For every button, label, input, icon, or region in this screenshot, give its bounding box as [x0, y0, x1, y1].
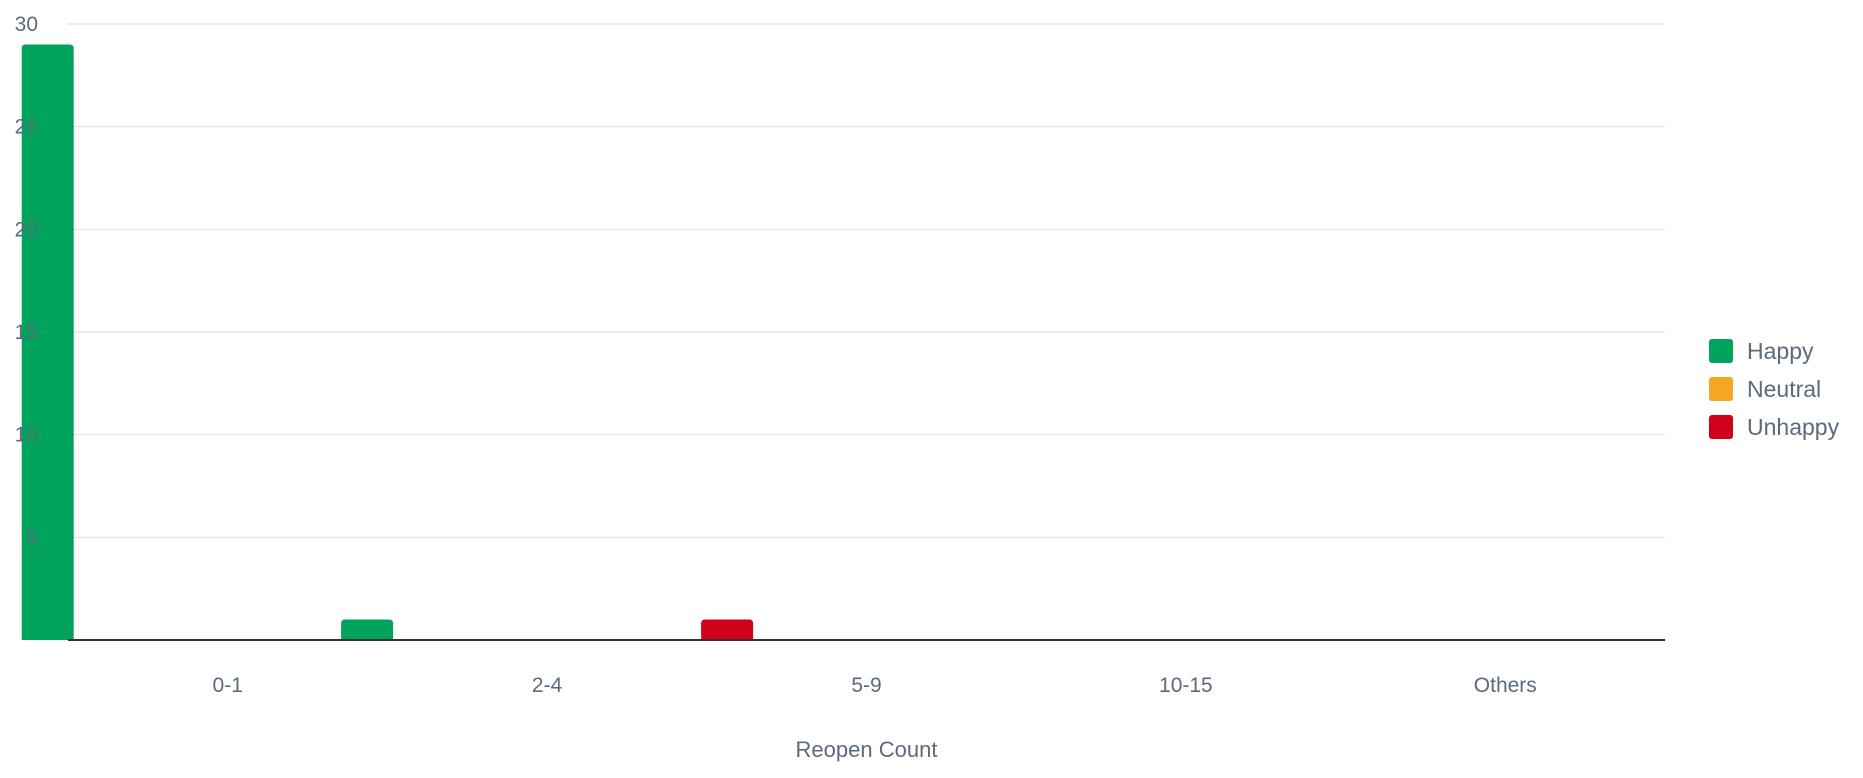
x-axis-ticks: 0-1 2-4 5-9 10-15 Others — [213, 674, 1537, 697]
bar-happy-0-1[interactable] — [21, 44, 74, 641]
legend-label: Unhappy — [1747, 414, 1840, 440]
y-tick-label: 30 — [15, 13, 38, 36]
x-tick-label: 10-15 — [1159, 674, 1213, 697]
bar-unhappy-2-4[interactable] — [701, 619, 754, 640]
legend-label: Neutral — [1747, 376, 1821, 402]
legend-label: Happy — [1747, 338, 1814, 364]
x-tick-label: Others — [1474, 674, 1537, 697]
grid-lines — [68, 23, 1665, 539]
legend-item-unhappy[interactable]: Unhappy — [1709, 414, 1840, 440]
legend-item-happy[interactable]: Happy — [1709, 338, 1814, 364]
x-tick-label: 5-9 — [851, 674, 881, 697]
legend-swatch — [1709, 377, 1733, 401]
legend-item-neutral[interactable]: Neutral — [1709, 376, 1821, 402]
y-tick-label: 20 — [15, 218, 38, 241]
y-tick-label: 15 — [15, 321, 38, 344]
x-axis-title: Reopen Count — [796, 737, 938, 762]
bars — [21, 44, 754, 641]
x-tick-label: 2-4 — [532, 674, 563, 697]
y-axis-ticks: 5 10 15 20 25 30 — [15, 13, 38, 549]
y-tick-label: 10 — [15, 424, 38, 447]
x-tick-label: 0-1 — [213, 674, 243, 697]
legend-swatch — [1709, 415, 1733, 439]
legend-swatch — [1709, 339, 1733, 363]
legend: Happy Neutral Unhappy — [1709, 338, 1840, 440]
y-tick-label: 25 — [15, 116, 38, 139]
y-tick-label: 5 — [26, 526, 38, 549]
bar-happy-2-4[interactable] — [341, 619, 394, 640]
